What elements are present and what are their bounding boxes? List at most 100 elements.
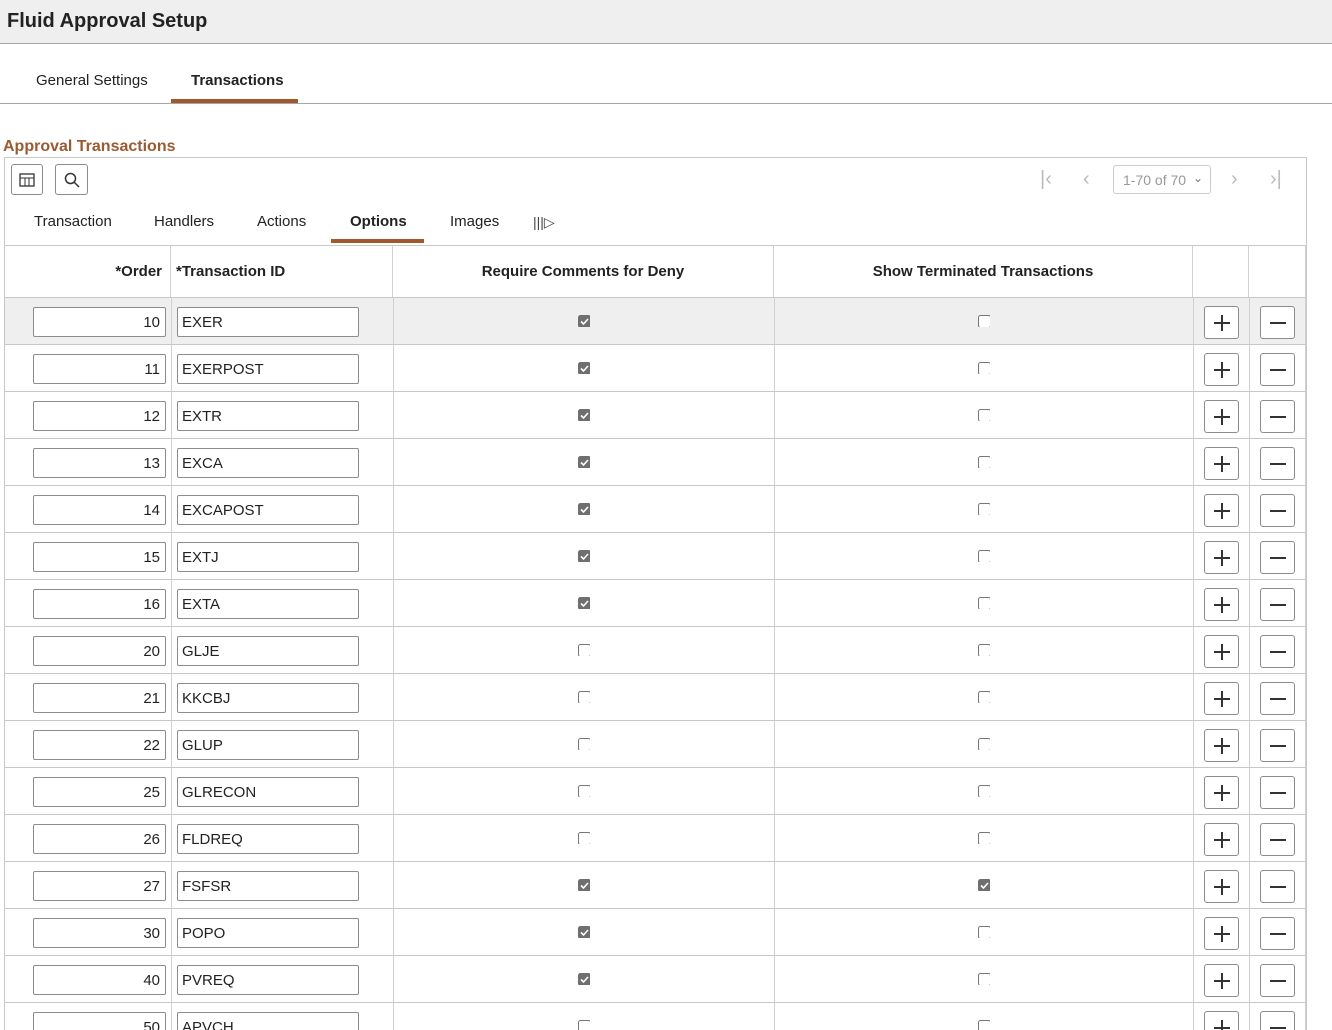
transaction-id-input[interactable]: EXTA bbox=[177, 589, 359, 619]
delete-row-button[interactable] bbox=[1260, 494, 1295, 527]
order-input[interactable]: 50 bbox=[33, 1012, 166, 1030]
show-terminated-checkbox[interactable] bbox=[978, 456, 990, 468]
last-page[interactable]: ›| bbox=[1270, 168, 1282, 190]
personalize-button[interactable] bbox=[11, 164, 43, 195]
order-input[interactable]: 14 bbox=[33, 495, 166, 525]
search-button[interactable] bbox=[55, 164, 88, 195]
order-input[interactable]: 22 bbox=[33, 730, 166, 760]
order-input[interactable]: 25 bbox=[33, 777, 166, 807]
order-input[interactable]: 13 bbox=[33, 448, 166, 478]
transaction-id-input[interactable]: EXERPOST bbox=[177, 354, 359, 384]
add-row-button[interactable] bbox=[1204, 494, 1239, 527]
show-terminated-checkbox[interactable] bbox=[978, 550, 990, 562]
require-comments-checkbox[interactable] bbox=[578, 550, 590, 562]
show-terminated-checkbox[interactable] bbox=[978, 644, 990, 656]
tab[interactable]: General Settings bbox=[36, 72, 148, 89]
transaction-id-input[interactable]: FSFSR bbox=[177, 871, 359, 901]
transaction-id-input[interactable]: POPO bbox=[177, 918, 359, 948]
add-row-button[interactable] bbox=[1204, 682, 1239, 715]
add-row-button[interactable] bbox=[1204, 447, 1239, 480]
order-input[interactable]: 11 bbox=[33, 354, 166, 384]
order-input[interactable]: 27 bbox=[33, 871, 166, 901]
order-input[interactable]: 15 bbox=[33, 542, 166, 572]
add-row-button[interactable] bbox=[1204, 964, 1239, 997]
delete-row-button[interactable] bbox=[1260, 353, 1295, 386]
add-row-button[interactable] bbox=[1204, 353, 1239, 386]
delete-row-button[interactable] bbox=[1260, 588, 1295, 621]
subtab[interactable]: Options bbox=[350, 213, 407, 230]
require-comments-checkbox[interactable] bbox=[578, 691, 590, 703]
transaction-id-input[interactable]: GLUP bbox=[177, 730, 359, 760]
tab[interactable]: Transactions bbox=[191, 72, 284, 89]
add-row-button[interactable] bbox=[1204, 870, 1239, 903]
order-input[interactable]: 12 bbox=[33, 401, 166, 431]
delete-row-button[interactable] bbox=[1260, 729, 1295, 762]
more-tabs[interactable]: |||▷ bbox=[533, 214, 555, 230]
transaction-id-input[interactable]: PVREQ bbox=[177, 965, 359, 995]
pager-select[interactable]: 1-70 of 70 ⌄ bbox=[1113, 165, 1211, 194]
add-row-button[interactable] bbox=[1204, 776, 1239, 809]
order-input[interactable]: 16 bbox=[33, 589, 166, 619]
show-terminated-checkbox[interactable] bbox=[978, 362, 990, 374]
transaction-id-input[interactable]: KKCBJ bbox=[177, 683, 359, 713]
add-row-button[interactable] bbox=[1204, 823, 1239, 856]
add-row-button[interactable] bbox=[1204, 1011, 1239, 1030]
delete-row-button[interactable] bbox=[1260, 306, 1295, 339]
transaction-id-input[interactable]: GLJE bbox=[177, 636, 359, 666]
delete-row-button[interactable] bbox=[1260, 917, 1295, 950]
delete-row-button[interactable] bbox=[1260, 682, 1295, 715]
transaction-id-input[interactable]: EXTJ bbox=[177, 542, 359, 572]
delete-row-button[interactable] bbox=[1260, 1011, 1295, 1030]
transaction-id-input[interactable]: EXCA bbox=[177, 448, 359, 478]
show-terminated-checkbox[interactable] bbox=[978, 879, 990, 891]
order-input[interactable]: 21 bbox=[33, 683, 166, 713]
require-comments-checkbox[interactable] bbox=[578, 644, 590, 656]
subtab[interactable]: Images bbox=[450, 213, 500, 230]
order-input[interactable]: 10 bbox=[33, 307, 166, 337]
require-comments-checkbox[interactable] bbox=[578, 503, 590, 515]
require-comments-checkbox[interactable] bbox=[578, 315, 590, 327]
require-comments-checkbox[interactable] bbox=[578, 597, 590, 609]
require-comments-checkbox[interactable] bbox=[578, 456, 590, 468]
add-row-button[interactable] bbox=[1204, 729, 1239, 762]
require-comments-checkbox[interactable] bbox=[578, 879, 590, 891]
transaction-id-input[interactable]: EXCAPOST bbox=[177, 495, 359, 525]
transaction-id-input[interactable]: FLDREQ bbox=[177, 824, 359, 854]
subtab[interactable]: Handlers bbox=[154, 213, 215, 230]
subtab[interactable]: Actions bbox=[257, 213, 307, 230]
delete-row-button[interactable] bbox=[1260, 541, 1295, 574]
subtab[interactable]: Transaction bbox=[34, 213, 112, 230]
add-row-button[interactable] bbox=[1204, 400, 1239, 433]
show-terminated-checkbox[interactable] bbox=[978, 785, 990, 797]
show-terminated-checkbox[interactable] bbox=[978, 738, 990, 750]
add-row-button[interactable] bbox=[1204, 635, 1239, 668]
add-row-button[interactable] bbox=[1204, 306, 1239, 339]
require-comments-checkbox[interactable] bbox=[578, 409, 590, 421]
show-terminated-checkbox[interactable] bbox=[978, 503, 990, 515]
show-terminated-checkbox[interactable] bbox=[978, 832, 990, 844]
order-input[interactable]: 30 bbox=[33, 918, 166, 948]
first-page[interactable]: |‹ bbox=[1040, 168, 1052, 190]
add-row-button[interactable] bbox=[1204, 588, 1239, 621]
transaction-id-input[interactable]: EXER bbox=[177, 307, 359, 337]
show-terminated-checkbox[interactable] bbox=[978, 691, 990, 703]
transaction-id-input[interactable]: EXTR bbox=[177, 401, 359, 431]
add-row-button[interactable] bbox=[1204, 917, 1239, 950]
add-row-button[interactable] bbox=[1204, 541, 1239, 574]
show-terminated-checkbox[interactable] bbox=[978, 973, 990, 985]
require-comments-checkbox[interactable] bbox=[578, 926, 590, 938]
require-comments-checkbox[interactable] bbox=[578, 832, 590, 844]
delete-row-button[interactable] bbox=[1260, 776, 1295, 809]
order-input[interactable]: 26 bbox=[33, 824, 166, 854]
show-terminated-checkbox[interactable] bbox=[978, 597, 990, 609]
require-comments-checkbox[interactable] bbox=[578, 1020, 590, 1030]
delete-row-button[interactable] bbox=[1260, 964, 1295, 997]
delete-row-button[interactable] bbox=[1260, 635, 1295, 668]
show-terminated-checkbox[interactable] bbox=[978, 1020, 990, 1030]
order-input[interactable]: 20 bbox=[33, 636, 166, 666]
transaction-id-input[interactable]: GLRECON bbox=[177, 777, 359, 807]
show-terminated-checkbox[interactable] bbox=[978, 315, 990, 327]
show-terminated-checkbox[interactable] bbox=[978, 926, 990, 938]
require-comments-checkbox[interactable] bbox=[578, 973, 590, 985]
delete-row-button[interactable] bbox=[1260, 870, 1295, 903]
